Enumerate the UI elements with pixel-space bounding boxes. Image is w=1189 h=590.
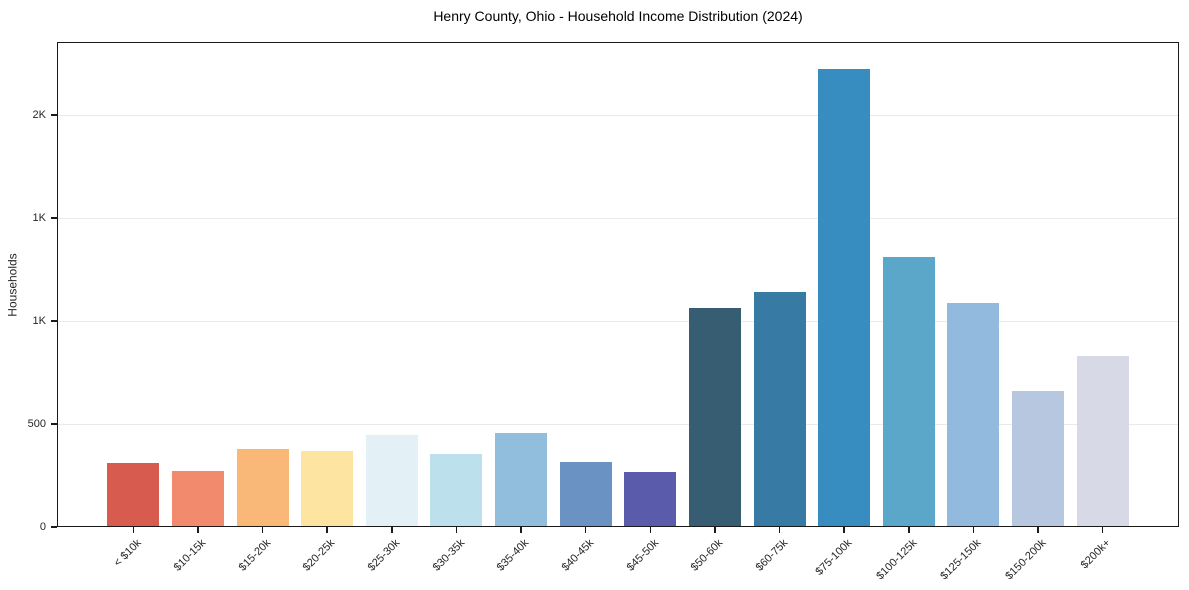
x-tick-mark (908, 527, 910, 533)
x-tick-mark (649, 527, 652, 533)
gridline (57, 320, 1179, 322)
bar (1012, 391, 1065, 527)
bar (430, 453, 483, 527)
chart-title: Henry County, Ohio - Household Income Di… (433, 8, 803, 24)
x-tick-mark (261, 527, 264, 533)
x-tick-label: $50-60k (688, 537, 726, 574)
y-tick-mark (51, 114, 57, 116)
bar (365, 435, 418, 527)
y-tick-label: 500 (27, 418, 46, 431)
y-tick-label: 1K (32, 212, 46, 225)
x-tick-label: $10-15k (171, 537, 209, 574)
x-tick-mark (326, 527, 328, 533)
x-tick-mark (391, 527, 393, 533)
bar (624, 472, 677, 527)
x-tick-label: $20-25k (301, 537, 338, 574)
bar (688, 307, 741, 527)
x-tick-mark (1037, 527, 1039, 533)
y-tick-label: 0 (39, 521, 46, 533)
x-tick-label: $15-20k (236, 537, 274, 574)
x-tick-mark (455, 527, 458, 533)
y-tick-mark (51, 423, 57, 425)
y-tick-mark (51, 526, 57, 528)
x-tick-label: $125-150k (938, 537, 984, 583)
x-tick-label: $75-100k (813, 537, 855, 578)
x-tick-label: $35-40k (494, 537, 532, 574)
x-tick-mark (972, 527, 975, 533)
bar (301, 450, 354, 527)
gridline (57, 217, 1179, 219)
bar (818, 68, 871, 527)
y-tick-mark (51, 217, 57, 219)
x-tick-mark (520, 527, 522, 533)
x-tick-label: $25-30k (365, 537, 403, 574)
y-tick-label: 2K (32, 109, 46, 122)
y-tick-mark (51, 320, 57, 322)
x-tick-mark (843, 527, 845, 533)
bar (882, 257, 935, 527)
bar (559, 462, 612, 527)
bar (1076, 356, 1129, 527)
bar (753, 292, 806, 527)
x-axis: < $10k $10-15k $15-20k $20-25k $25-30k $30-35… (57, 527, 1179, 590)
x-tick-mark (1101, 527, 1104, 533)
bar (171, 471, 224, 527)
x-tick-label: $200k+ (1078, 537, 1114, 572)
y-tick-label: 1K (32, 315, 46, 328)
x-tick-label: $100-125k (874, 537, 920, 583)
x-tick-label: $45-50k (624, 537, 661, 574)
x-tick-mark (197, 527, 199, 533)
bar (236, 448, 289, 527)
x-tick-label: $40-45k (559, 537, 597, 574)
y-axis: 0 500 1K 1K 2K (0, 42, 57, 533)
x-tick-mark (584, 527, 587, 533)
x-tick-label: < $10k (111, 537, 144, 570)
x-tick-label: $150-200k (1003, 537, 1049, 583)
gridline (57, 423, 1179, 425)
x-tick-mark (778, 527, 781, 533)
bar (107, 463, 160, 527)
x-tick-mark (714, 527, 716, 533)
x-tick-mark (132, 527, 135, 533)
bar (947, 302, 1000, 527)
x-tick-label: $30-35k (430, 537, 467, 574)
gridline (57, 114, 1179, 116)
plot-area (57, 42, 1179, 527)
x-tick-label: $60-75k (753, 537, 791, 574)
bar (495, 433, 548, 527)
